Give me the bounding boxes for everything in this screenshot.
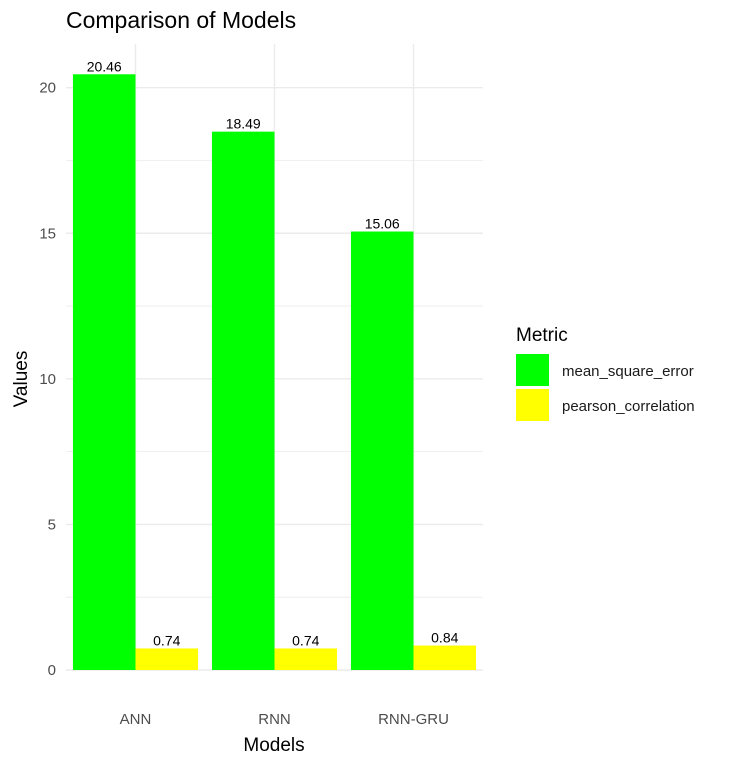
x-tick-label: RNN	[258, 711, 291, 728]
bar-mean-square-error-rnn	[211, 131, 275, 670]
bar-pearson-correlation-ann	[135, 648, 199, 670]
data-label: 0.74	[292, 632, 319, 648]
bar-pearson-correlation-rnn-gru	[413, 645, 477, 670]
data-label: 15.06	[365, 216, 400, 232]
x-axis-title: Models	[243, 735, 304, 756]
data-label: 20.46	[87, 58, 122, 74]
y-tick-label: 0	[48, 662, 56, 679]
data-label: 18.49	[226, 116, 261, 132]
legend-label-pearson-correlation: pearson_correlation	[562, 398, 695, 415]
x-tick-label: ANN	[120, 711, 152, 728]
bar-mean-square-error-ann	[72, 74, 136, 670]
y-tick-label: 20	[39, 80, 56, 97]
y-axis-ticks: 0 5 10 15 20	[39, 80, 56, 679]
x-axis-ticks: ANN RNN RNN-GRU	[120, 711, 449, 728]
bar-pearson-correlation-rnn	[274, 648, 338, 670]
legend-swatch-mean-square-error	[516, 354, 549, 386]
y-tick-label: 10	[39, 371, 56, 388]
data-labels: 20.46 18.49 15.06 0.74 0.74 0.84	[87, 58, 459, 648]
legend-label-mean-square-error: mean_square_error	[562, 363, 694, 380]
data-label: 0.74	[153, 632, 180, 648]
y-axis-title: Values	[11, 351, 32, 408]
bar-mean-square-error-rnn-gru	[350, 231, 414, 670]
x-tick-label: RNN-GRU	[378, 711, 449, 728]
bars	[72, 74, 477, 670]
chart-title: Comparison of Models	[66, 7, 296, 33]
data-label: 0.84	[431, 630, 458, 646]
y-tick-label: 15	[39, 225, 56, 242]
legend-title: Metric	[516, 325, 568, 346]
legend-swatch-pearson-correlation	[516, 389, 549, 421]
y-tick-label: 5	[48, 516, 56, 533]
legend: Metric mean_square_error pearson_correla…	[516, 325, 695, 421]
